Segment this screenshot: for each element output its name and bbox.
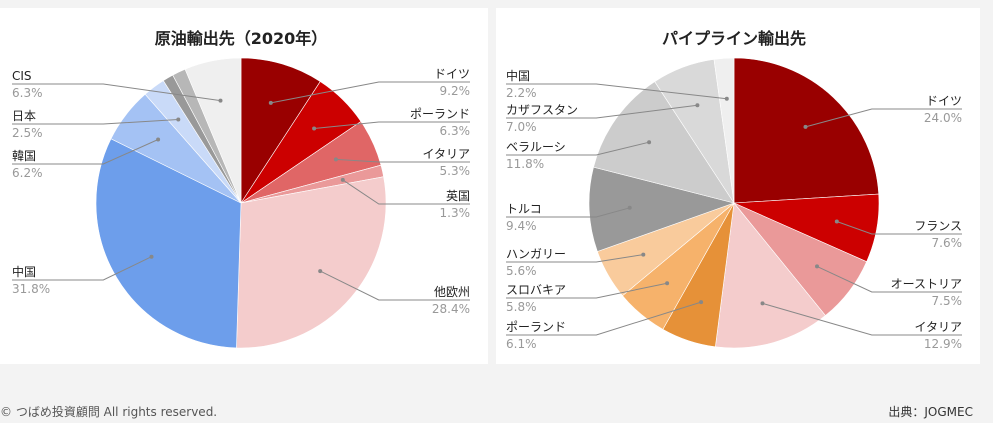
leader-line <box>314 121 470 129</box>
slice-value-label: 5.8% <box>506 300 537 314</box>
slice-label: 中国 <box>12 264 36 279</box>
leader-line <box>506 254 644 263</box>
slice-label: ポーランド <box>506 320 566 334</box>
leader-line <box>816 265 962 293</box>
slice-label: 英国 <box>446 189 470 203</box>
pie-slice-11 <box>184 57 242 204</box>
slice-value-label: 24.0% <box>924 111 962 125</box>
slice-value-label: 2.5% <box>12 126 43 140</box>
leader-dot <box>834 219 839 224</box>
leader-dot <box>665 281 670 286</box>
pie-slice-4 <box>715 202 826 349</box>
slice-label: ハンガリー <box>506 247 566 261</box>
crude-oil-pie-chart: 原油輸出先（2020年） ドイツ 9.2% ポーランド 6.3% イタリア 5.3% 英国 1.… <box>12 29 471 349</box>
leader-line <box>836 221 962 235</box>
source-text: 出典：JOGMEC <box>888 405 973 419</box>
copyright-text: © つばめ投資顧問 All rights reserved. <box>0 405 218 419</box>
leader-dot <box>627 205 632 210</box>
leader-dot <box>218 98 223 103</box>
slice-label: トルコ <box>506 202 542 216</box>
leader-dot <box>318 269 323 274</box>
slice-value-label: 11.8% <box>506 157 544 171</box>
slice-value-label: 6.3% <box>440 124 471 138</box>
slice-value-label: 7.6% <box>932 236 963 250</box>
leader-line <box>270 81 470 104</box>
slice-label: イタリア <box>422 147 470 161</box>
leader-dot <box>340 177 345 182</box>
leader-line <box>335 158 470 163</box>
leader-dot <box>803 124 808 129</box>
leader-line <box>506 83 727 100</box>
leader-dot <box>268 100 273 105</box>
slice-value-label: 7.5% <box>932 294 963 308</box>
leader-line <box>342 179 470 205</box>
slice-value-label: 28.4% <box>432 302 470 316</box>
slice-value-label: 9.4% <box>506 219 537 233</box>
pipeline-chart-panel: パイプライン輸出先ドイツ 24.0% フランス 7.6% オーストリア 7.5% イタリア 1… <box>496 8 980 364</box>
slice-value-label: 2.2% <box>506 86 537 100</box>
leader-dot <box>312 126 317 131</box>
leader-dot <box>176 117 181 122</box>
leader-line <box>805 108 962 128</box>
slice-value-label: 6.3% <box>12 86 43 100</box>
leader-line <box>12 139 159 165</box>
slice-label: 日本 <box>12 109 36 123</box>
slice-label: 他欧州 <box>434 285 470 299</box>
slice-label: 中国 <box>506 68 530 83</box>
leader-line <box>12 83 221 102</box>
leader-dot <box>149 254 154 259</box>
slice-value-label: 31.8% <box>12 282 50 296</box>
chart-title: 原油輸出先（2020年） <box>155 29 328 48</box>
leader-dot <box>815 264 819 269</box>
slice-label: カザフスタン <box>506 103 578 117</box>
slice-label: 韓国 <box>12 149 36 163</box>
slice-value-label: 5.3% <box>440 164 471 178</box>
slice-value-label: 12.9% <box>924 337 962 351</box>
leader-line <box>12 256 152 281</box>
pie-slice-1 <box>733 57 880 204</box>
slice-label: ドイツ <box>926 94 962 108</box>
leader-line <box>506 104 698 119</box>
leader-dot <box>333 157 338 162</box>
leader-line <box>506 301 702 336</box>
pie-slice-1 <box>240 57 321 205</box>
slice-value-label: 5.6% <box>506 264 537 278</box>
leader-line <box>506 141 650 156</box>
leader-line <box>506 207 630 218</box>
slice-value-label: 6.2% <box>12 166 43 180</box>
slice-label: イタリア <box>914 320 962 334</box>
slice-value-label: 1.3% <box>440 206 471 220</box>
leader-dot <box>156 137 161 142</box>
leader-line <box>319 270 470 301</box>
leader-line <box>762 302 962 336</box>
pie-slice-6 <box>95 138 242 349</box>
slice-label: CIS <box>12 69 32 83</box>
crude-oil-chart-panel: 原油輸出先（2020年） ドイツ 9.2% ポーランド 6.3% イタリア 5.3% 英国 1.… <box>0 8 488 364</box>
slice-value-label: 6.1% <box>506 337 537 351</box>
leader-dot <box>641 252 646 257</box>
slice-label: スロバキア <box>506 283 566 297</box>
leader-dot <box>760 301 765 306</box>
slice-label: ドイツ <box>434 67 470 81</box>
leader-dot <box>695 103 700 108</box>
pie-slice-9 <box>593 81 735 204</box>
leader-dot <box>724 96 729 101</box>
slice-label: オーストリア <box>891 277 962 291</box>
chart-title: パイプライン輸出先 <box>662 29 806 48</box>
slice-label: ポーランド <box>410 107 470 121</box>
pie-slice-8 <box>588 166 736 252</box>
leader-dot <box>647 140 652 145</box>
slice-label: ベラルーシ <box>506 140 566 154</box>
leader-dot <box>699 300 704 305</box>
leader-line <box>506 282 668 299</box>
pie-slice-5 <box>236 176 387 349</box>
pie-slice-11 <box>713 57 735 204</box>
slice-value-label: 9.2% <box>440 84 471 98</box>
leader-line <box>12 119 179 125</box>
slice-value-label: 7.0% <box>506 120 537 134</box>
slice-label: フランス <box>914 219 962 233</box>
